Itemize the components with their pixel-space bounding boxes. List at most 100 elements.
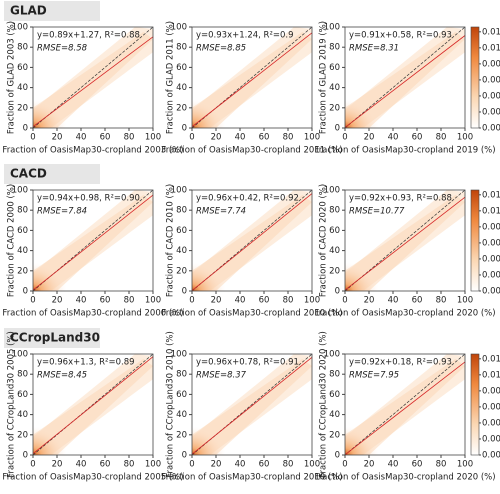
y-tick-label: 0 <box>335 124 340 134</box>
y-tick-label: 40 <box>17 83 28 93</box>
fit-equation: y=0.94x+0.98, R²=0.90 <box>37 194 140 204</box>
y-tick-label: 0 <box>23 451 28 461</box>
x-tick-label: 40 <box>235 460 246 470</box>
y-tick-label: 20 <box>17 430 28 440</box>
rmse-label: RMSE=7.84 <box>37 207 87 217</box>
one-to-one-line <box>191 353 313 456</box>
fit-equation: y=0.89x+1.27, R²=0.88 <box>37 31 140 41</box>
x-tick-label: 100 <box>457 296 473 306</box>
x-axis-label: Fraction of OasisMap30-cropland 2019 (%) <box>314 146 495 156</box>
y-tick-label: 60 <box>329 390 340 400</box>
x-axis-label: Fraction of OasisMap30-cropland 2020 (%) <box>314 309 495 319</box>
y-axis-label: Fraction of CACD 2010 (%) <box>166 184 176 297</box>
x-tick-label: 80 <box>436 296 447 306</box>
y-tick-label: 0 <box>335 451 340 461</box>
y-tick-label: 60 <box>329 226 340 236</box>
fit-line <box>344 35 466 128</box>
fit-equation: y=0.91x+0.58, R²=0.93 <box>349 31 452 41</box>
x-tick-label: 80 <box>283 296 294 306</box>
colorbar-tick-label: 0.000 <box>482 124 500 134</box>
y-tick-label: 60 <box>176 63 187 73</box>
y-tick-label: 80 <box>176 43 187 53</box>
colorbar-tick-label: 0.006 <box>482 402 500 412</box>
y-tick-label: 100 <box>12 23 28 33</box>
colorbar-tick-label: 0.004 <box>482 254 500 264</box>
rmse-label: RMSE=7.74 <box>196 207 246 217</box>
x-tick-label: 100 <box>304 296 320 306</box>
x-tick-label: 80 <box>436 460 447 470</box>
y-tick-label: 100 <box>171 350 187 360</box>
fit-equation: y=0.96x+1.3, R²=0.89 <box>37 358 135 368</box>
x-tick-label: 20 <box>52 460 63 470</box>
y-tick-label: 40 <box>17 246 28 256</box>
y-tick-label: 40 <box>176 246 187 256</box>
fit-line <box>191 193 313 291</box>
x-tick-label: 20 <box>52 133 63 143</box>
colorbar-tick-label: 0.012 <box>482 27 500 37</box>
y-tick-label: 80 <box>329 206 340 216</box>
rmse-label: RMSE=8.85 <box>196 44 246 54</box>
y-tick-label: 0 <box>182 287 187 297</box>
y-tick-label: 60 <box>17 63 28 73</box>
x-tick-label: 80 <box>283 133 294 143</box>
y-tick-label: 20 <box>329 266 340 276</box>
rmse-label: RMSE=10.77 <box>349 207 405 217</box>
y-tick-label: 60 <box>17 390 28 400</box>
x-tick-label: 0 <box>189 296 194 306</box>
y-axis-label: Fraction of GLAD 2019 (%) <box>319 21 329 134</box>
plot-frame <box>344 26 466 129</box>
rmse-label: RMSE=8.37 <box>196 371 247 381</box>
x-tick-label: 40 <box>76 460 87 470</box>
y-tick-label: 80 <box>176 206 187 216</box>
x-tick-label: 100 <box>304 460 320 470</box>
x-tick-label: 20 <box>52 296 63 306</box>
x-tick-label: 60 <box>100 296 111 306</box>
plot-frame <box>191 189 313 292</box>
x-tick-label: 20 <box>364 460 375 470</box>
colorbar-tick-label: 0.010 <box>482 43 500 53</box>
y-tick-label: 0 <box>182 451 187 461</box>
y-tick-label: 20 <box>17 103 28 113</box>
one-to-one-line <box>32 26 154 129</box>
x-tick-label: 0 <box>189 460 194 470</box>
x-tick-label: 20 <box>364 133 375 143</box>
rmse-label: RMSE=8.45 <box>37 371 87 381</box>
x-axis-label: Fraction of OasisMap30-cropland 2010 (%) <box>161 309 342 319</box>
colorbar-tick-label: 0.002 <box>482 434 500 444</box>
y-tick-label: 80 <box>17 370 28 380</box>
rmse-label: RMSE=8.58 <box>37 44 88 54</box>
fit-equation: y=0.92x+0.18, R²=0.93 <box>349 358 452 368</box>
x-tick-label: 0 <box>342 133 347 143</box>
x-tick-label: 100 <box>304 133 320 143</box>
fit-equation: y=0.96x+0.42, R²=0.92 <box>196 194 299 204</box>
y-tick-label: 40 <box>329 410 340 420</box>
y-tick-label: 80 <box>176 370 187 380</box>
colorbar-tick-label: 0.008 <box>482 222 500 232</box>
y-axis-label: Fraction of CCropLand30 2005 (%) <box>7 331 17 478</box>
x-axis-label: Fraction of OasisMap30-cropland 2020 (%) <box>314 473 495 483</box>
fit-line <box>191 32 313 128</box>
x-tick-label: 80 <box>436 133 447 143</box>
x-axis-label: Fraction of OasisMap30-cropland 2000 (%) <box>2 309 183 319</box>
colorbar-tick-label: 0.012 <box>482 354 500 364</box>
x-tick-label: 20 <box>211 296 222 306</box>
fit-equation: y=0.96x+0.78, R²=0.91 <box>196 358 299 368</box>
x-tick-label: 40 <box>388 133 399 143</box>
x-axis-label: Fraction of OasisMap30-cropland 2003 (%) <box>2 146 183 156</box>
x-tick-label: 100 <box>457 133 473 143</box>
colorbar-tick-label: 0.004 <box>482 418 500 428</box>
x-tick-label: 40 <box>388 296 399 306</box>
y-tick-label: 20 <box>176 103 187 113</box>
x-axis-label: Fraction of OasisMap30-cropland 2005 (%) <box>2 473 183 483</box>
rmse-label: RMSE=7.95 <box>349 371 399 381</box>
one-to-one-line <box>344 26 466 129</box>
colorbar-tick-label: 0.002 <box>482 107 500 117</box>
y-tick-label: 100 <box>12 186 28 196</box>
one-to-one-line <box>191 189 313 292</box>
x-tick-label: 100 <box>145 296 161 306</box>
x-tick-label: 40 <box>235 133 246 143</box>
plot-frame <box>191 353 313 456</box>
x-tick-label: 60 <box>412 133 423 143</box>
x-tick-label: 100 <box>145 133 161 143</box>
